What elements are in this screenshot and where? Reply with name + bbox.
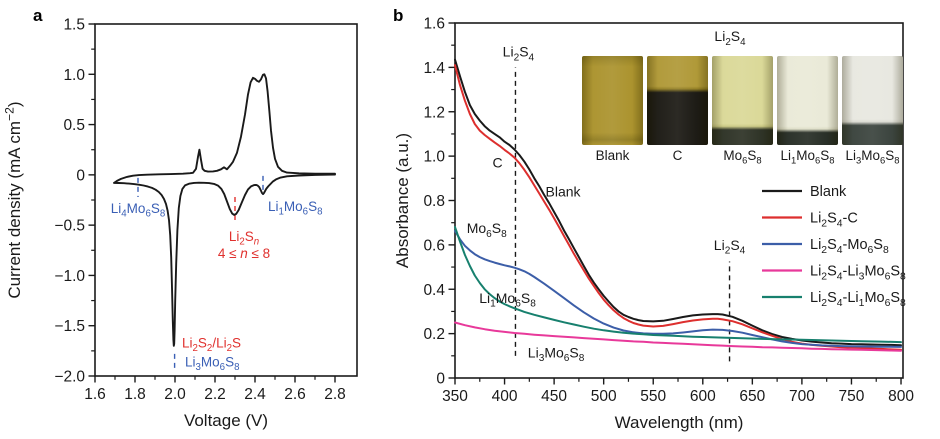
- series-line-4: [454, 226, 902, 344]
- y-tick-label: 0: [436, 371, 445, 388]
- annotation-6: Li2S4: [714, 237, 746, 257]
- annotation-4: Li1Mo6S8: [479, 290, 536, 310]
- annotation-2: Li2Sn: [229, 229, 259, 248]
- panel-b-letter: b: [393, 6, 404, 25]
- y-tick-label: 1.0: [63, 67, 85, 84]
- y-tick-label: 0.4: [423, 282, 445, 299]
- annotation-1: C: [493, 155, 503, 171]
- y-tick-label: 1.2: [423, 104, 445, 121]
- series-line-0: [113, 73, 336, 347]
- panel-b-chart: 350 400 450 500 550 600 650 700 750 800 0 0.2 0.4 0.6…: [393, 16, 914, 433]
- x-tick-label: 2.6: [284, 386, 306, 403]
- x-axis-title: Wavelength (nm): [615, 413, 744, 432]
- annotation-1: Li1Mo6S8: [268, 199, 322, 218]
- annotation-3: 4 ≤ n ≤ 8: [218, 246, 270, 261]
- annotation-4: Li2S2/Li2S: [182, 336, 241, 355]
- x-tick-label: 700: [789, 388, 815, 405]
- y-tick-label: 1.4: [423, 60, 445, 77]
- annotation-5: Li3Mo6S8: [528, 344, 585, 364]
- x-tick-label: 350: [442, 388, 468, 405]
- panel-a-letter: a: [33, 6, 43, 25]
- x-tick-label: 550: [640, 388, 666, 405]
- y-axis-title: Absorbance (a.u.): [393, 133, 412, 268]
- y-tick-label: 1.6: [423, 16, 445, 33]
- y-tick-label: 0.6: [423, 237, 445, 254]
- x-tick-label: 500: [591, 388, 617, 405]
- legend-label-3: Li2S4-Li3Mo6S8: [810, 264, 906, 283]
- series-line-3: [454, 321, 902, 352]
- x-tick-label: 600: [690, 388, 716, 405]
- legend-label-0: Blank: [810, 184, 847, 200]
- y-tick-label: 1.0: [423, 149, 445, 166]
- plot-box: [454, 22, 904, 379]
- y-tick-label: −2.0: [54, 369, 85, 386]
- y-tick-label: −1.5: [54, 318, 85, 335]
- x-tick-label: 1.8: [124, 386, 146, 403]
- x-axis-title: Voltage (V): [184, 411, 268, 430]
- y-tick-label: 0.5: [63, 117, 85, 134]
- annotation-0: Li2S4: [503, 44, 535, 64]
- legend-label-4: Li2S4-Li1Mo6S8: [810, 290, 906, 309]
- y-tick-label: 1.5: [63, 17, 85, 34]
- x-tick-label: 750: [839, 388, 865, 405]
- annotation-2: Blank: [546, 184, 582, 200]
- annotation-0: Li4Mo6S8: [111, 201, 165, 220]
- y-axis-title: Current density (mA cm−2): [3, 101, 24, 298]
- annotation-5: Li3Mo6S8: [185, 355, 239, 374]
- y-tick-label: −0.5: [54, 218, 85, 235]
- y-tick-label: 0: [76, 167, 85, 184]
- x-tick-label: 1.6: [84, 386, 106, 403]
- annotation-3: Mo6S8: [467, 220, 507, 240]
- x-tick-label: 2.2: [204, 386, 226, 403]
- legend-label-1: Li2S4-C: [810, 211, 858, 230]
- y-tick-label: 0.8: [423, 193, 445, 210]
- legend-label-2: Li2S4-Mo6S8: [810, 237, 889, 256]
- x-tick-label: 400: [492, 388, 518, 405]
- series-line-1: [454, 64, 902, 351]
- y-tick-label: 0.2: [423, 326, 445, 343]
- x-tick-label: 2.8: [324, 386, 346, 403]
- y-tick-label: −1.0: [54, 268, 85, 285]
- x-tick-label: 650: [739, 388, 765, 405]
- x-tick-label: 2.0: [164, 386, 186, 403]
- x-tick-label: 450: [541, 388, 567, 405]
- panel-a-chart: 1.6 1.8 2.0 2.2 2.4 2.6 2.8 1.5 1.0 0.5 0 −0.5 −1.0 −…: [3, 17, 358, 430]
- x-tick-label: 800: [888, 388, 914, 405]
- x-tick-label: 2.4: [244, 386, 266, 403]
